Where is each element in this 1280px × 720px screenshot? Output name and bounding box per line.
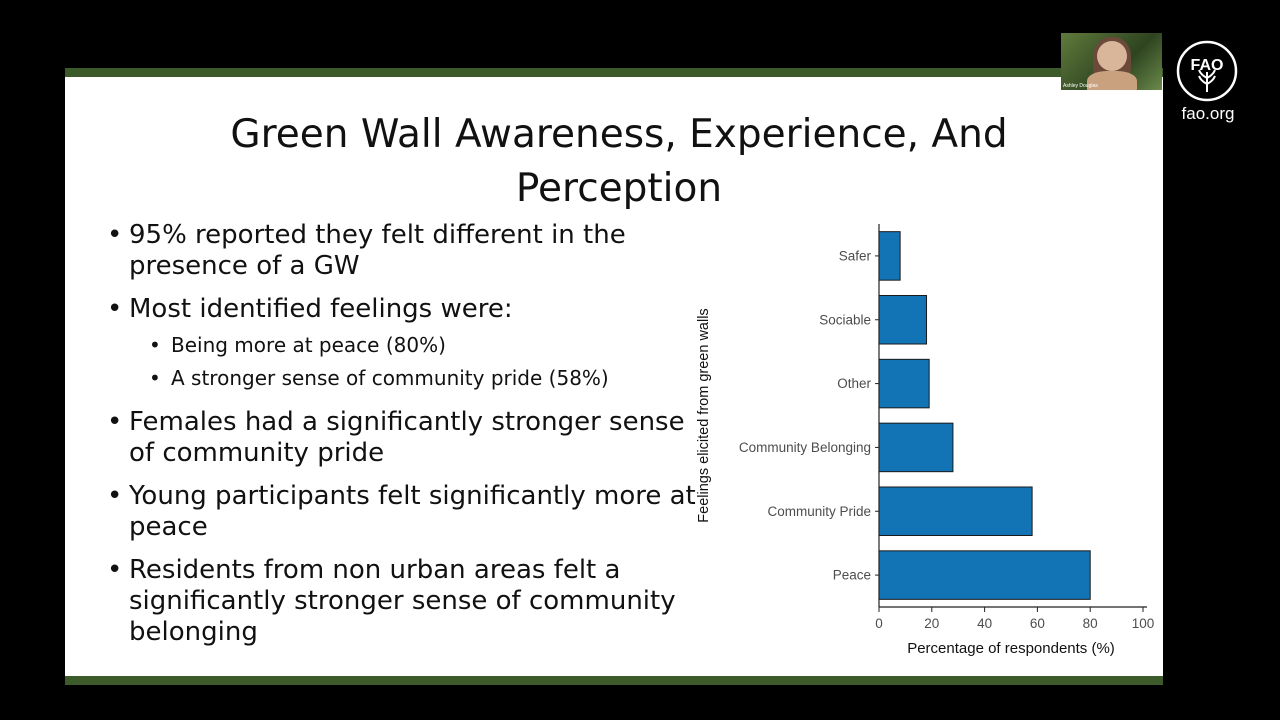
sub-bullet-item: A stronger sense of community pride (58%… <box>149 362 697 395</box>
slide-title-line-1: Green Wall Awareness, Experience, And <box>230 112 1008 157</box>
x-tick-label: 40 <box>977 616 992 631</box>
bar-community-belonging <box>878 422 954 473</box>
slide-title: Green Wall Awareness, Experience, And Pe… <box>65 108 1173 216</box>
sub-bullet-item: Being more at peace (80%) <box>149 329 697 362</box>
y-tick-label: Community Pride <box>767 504 871 519</box>
bar-safer <box>878 231 901 281</box>
bullet-item: 95% reported they felt different in the … <box>107 220 697 282</box>
bullet-text: Most identified feelings were: <box>129 294 513 324</box>
presenter-face <box>1097 41 1127 71</box>
slide-bottom-bar <box>65 676 1163 685</box>
x-tick-label: 0 <box>875 616 883 631</box>
y-tick-label: Safer <box>839 248 872 263</box>
bullet-list: 95% reported they felt different in the … <box>107 220 697 660</box>
y-tick-label: Other <box>837 376 871 391</box>
y-axis-title: Feelings elicited from green walls <box>696 308 712 522</box>
bullet-item: Females had a significantly stronger sen… <box>107 407 697 469</box>
fao-logo-icon: FAO <box>1176 40 1238 102</box>
sub-bullet-list: Being more at peace (80%) A stronger sen… <box>149 329 697 395</box>
x-axis-title: Percentage of respondents (%) <box>907 640 1115 657</box>
fao-logo-letters: FAO <box>1191 57 1224 74</box>
bar-peace <box>878 550 1091 600</box>
y-tick-label: Sociable <box>819 312 871 327</box>
presenter-body <box>1087 71 1137 90</box>
x-tick-label: 80 <box>1083 616 1098 631</box>
bullet-item: Residents from non urban areas felt a si… <box>107 555 697 648</box>
slide: Green Wall Awareness, Experience, And Pe… <box>65 68 1163 685</box>
presenter-webcam: Ashley Douglas <box>1061 33 1162 90</box>
bar-chart: Safer Sociable Other Community Belonging Com… <box>696 224 1155 657</box>
bullet-item: Most identified feelings were: Being mor… <box>107 294 697 395</box>
bar-other <box>878 358 930 409</box>
x-tick-label: 60 <box>1030 616 1045 631</box>
x-tick-label: 100 <box>1132 616 1155 631</box>
presenter-name: Ashley Douglas <box>1063 83 1098 89</box>
slide-title-line-2: Perception <box>515 166 723 211</box>
fao-site-link[interactable]: fao.org <box>1181 104 1235 123</box>
slide-top-bar <box>65 68 1163 77</box>
bar-community-pride <box>878 486 1033 537</box>
y-tick-label: Peace <box>833 568 871 583</box>
y-tick-label: Community Belonging <box>739 440 871 455</box>
bar-sociable <box>878 294 928 345</box>
bullet-item: Young participants felt significantly mo… <box>107 481 697 543</box>
x-tick-label: 20 <box>924 616 939 631</box>
